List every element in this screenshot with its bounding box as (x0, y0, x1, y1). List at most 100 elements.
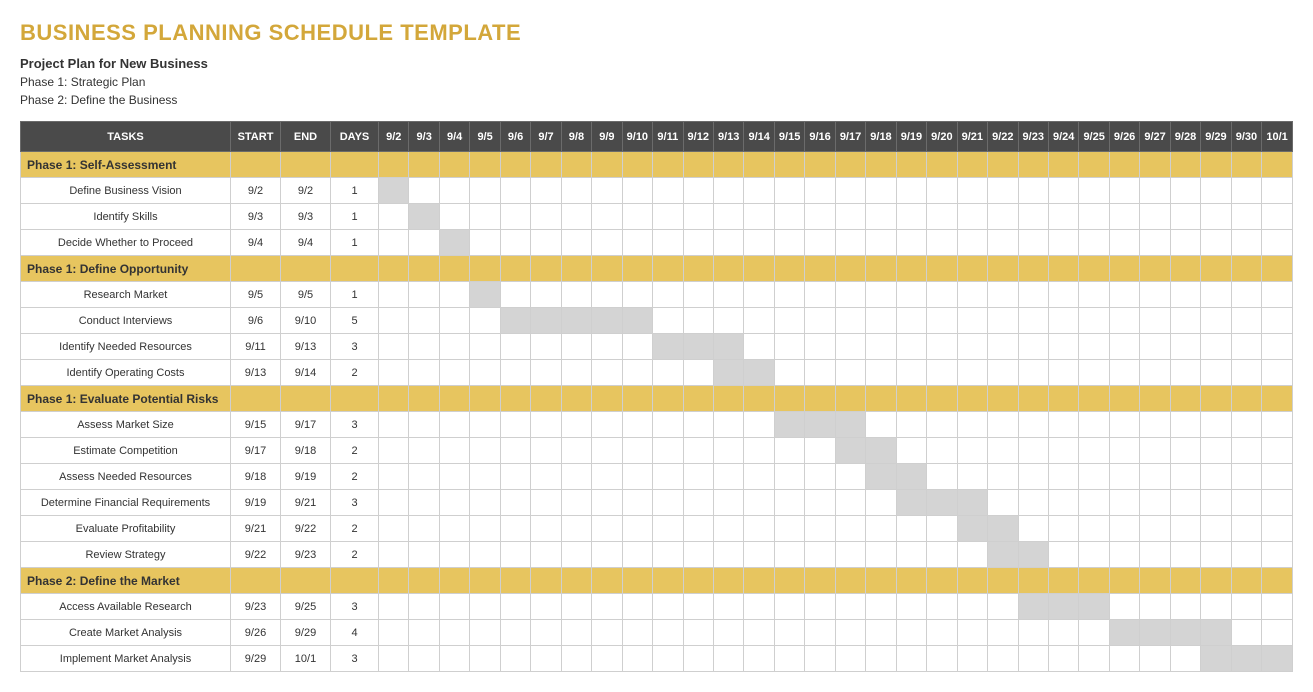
phase-cell (1048, 386, 1078, 412)
gantt-cell (1170, 334, 1200, 360)
gantt-cell (988, 308, 1018, 334)
gantt-cell (439, 490, 469, 516)
phase-cell (653, 152, 683, 178)
gantt-cell (439, 204, 469, 230)
gantt-cell (1170, 204, 1200, 230)
gantt-cell (713, 230, 743, 256)
gantt-cell (866, 620, 896, 646)
phase-cell (231, 152, 281, 178)
gantt-cell (835, 464, 865, 490)
gantt-cell (653, 230, 683, 256)
gantt-cell (561, 438, 591, 464)
gantt-cell (409, 308, 439, 334)
gantt-cell (835, 230, 865, 256)
phase-cell (1140, 152, 1170, 178)
gantt-cell (592, 646, 622, 672)
gantt-cell (927, 360, 957, 386)
gantt-cell (1262, 360, 1293, 386)
gantt-cell (774, 230, 804, 256)
gantt-cell (1201, 516, 1231, 542)
gantt-cell (1231, 542, 1261, 568)
gantt-cell (470, 230, 500, 256)
gantt-cell (805, 646, 835, 672)
gantt-cell (1140, 230, 1170, 256)
gantt-cell (531, 620, 561, 646)
phase-cell (774, 386, 804, 412)
gantt-cell (592, 334, 622, 360)
phase-cell (622, 568, 652, 594)
task-days: 4 (331, 620, 379, 646)
gantt-cell (744, 204, 774, 230)
gantt-cell (988, 620, 1018, 646)
col-header-date: 9/30 (1231, 122, 1261, 152)
phase-cell (1231, 386, 1261, 412)
phase-cell (561, 152, 591, 178)
gantt-cell (896, 646, 926, 672)
phase-cell (1079, 568, 1109, 594)
gantt-cell (1201, 412, 1231, 438)
phase-cell (531, 152, 561, 178)
gantt-cell (1048, 620, 1078, 646)
task-row: Identify Needed Resources9/119/133 (21, 334, 1293, 360)
task-start: 9/18 (231, 464, 281, 490)
task-name: Evaluate Profitability (21, 516, 231, 542)
task-days: 1 (331, 282, 379, 308)
col-header-start: START (231, 122, 281, 152)
phase-row: Phase 1: Define Opportunity (21, 256, 1293, 282)
phase-description: Phase 2: Define the Business (20, 93, 1293, 107)
task-days: 3 (331, 334, 379, 360)
task-days: 2 (331, 516, 379, 542)
gantt-cell (988, 646, 1018, 672)
gantt-cell (866, 594, 896, 620)
gantt-bar-cell (988, 516, 1018, 542)
task-end: 9/19 (281, 464, 331, 490)
gantt-cell (409, 412, 439, 438)
gantt-cell (1048, 542, 1078, 568)
gantt-cell (835, 516, 865, 542)
phase-cell (713, 386, 743, 412)
phase-cell (1231, 256, 1261, 282)
task-row: Decide Whether to Proceed9/49/41 (21, 230, 1293, 256)
gantt-cell (1201, 178, 1231, 204)
gantt-bar-cell (957, 516, 987, 542)
task-days: 1 (331, 204, 379, 230)
phase-cell (1109, 152, 1139, 178)
task-name: Implement Market Analysis (21, 646, 231, 672)
gantt-table: TASKSSTARTENDDAYS9/29/39/49/59/69/79/89/… (20, 121, 1293, 672)
gantt-cell (653, 464, 683, 490)
gantt-cell (744, 230, 774, 256)
gantt-cell (379, 412, 409, 438)
gantt-cell (1262, 438, 1293, 464)
phase-cell (866, 386, 896, 412)
col-header-date: 9/23 (1018, 122, 1048, 152)
gantt-cell (744, 594, 774, 620)
gantt-cell (713, 412, 743, 438)
gantt-cell (683, 230, 713, 256)
col-header-date: 9/17 (835, 122, 865, 152)
gantt-cell (561, 490, 591, 516)
gantt-cell (866, 204, 896, 230)
gantt-cell (1079, 178, 1109, 204)
col-header-date: 9/24 (1048, 122, 1078, 152)
gantt-cell (805, 542, 835, 568)
gantt-cell (409, 334, 439, 360)
gantt-cell (713, 438, 743, 464)
phase-cell (231, 386, 281, 412)
gantt-cell (713, 594, 743, 620)
gantt-cell (500, 490, 530, 516)
gantt-cell (1079, 204, 1109, 230)
gantt-cell (1109, 516, 1139, 542)
gantt-cell (1140, 464, 1170, 490)
gantt-cell (1109, 308, 1139, 334)
phase-cell (409, 386, 439, 412)
gantt-cell (1262, 620, 1293, 646)
phase-description: Phase 1: Strategic Plan (20, 75, 1293, 89)
gantt-cell (713, 282, 743, 308)
task-name: Identify Operating Costs (21, 360, 231, 386)
gantt-cell (1231, 412, 1261, 438)
gantt-bar-cell (1262, 646, 1293, 672)
phase-cell (379, 568, 409, 594)
gantt-cell (866, 360, 896, 386)
gantt-cell (713, 620, 743, 646)
phase-cell (331, 568, 379, 594)
